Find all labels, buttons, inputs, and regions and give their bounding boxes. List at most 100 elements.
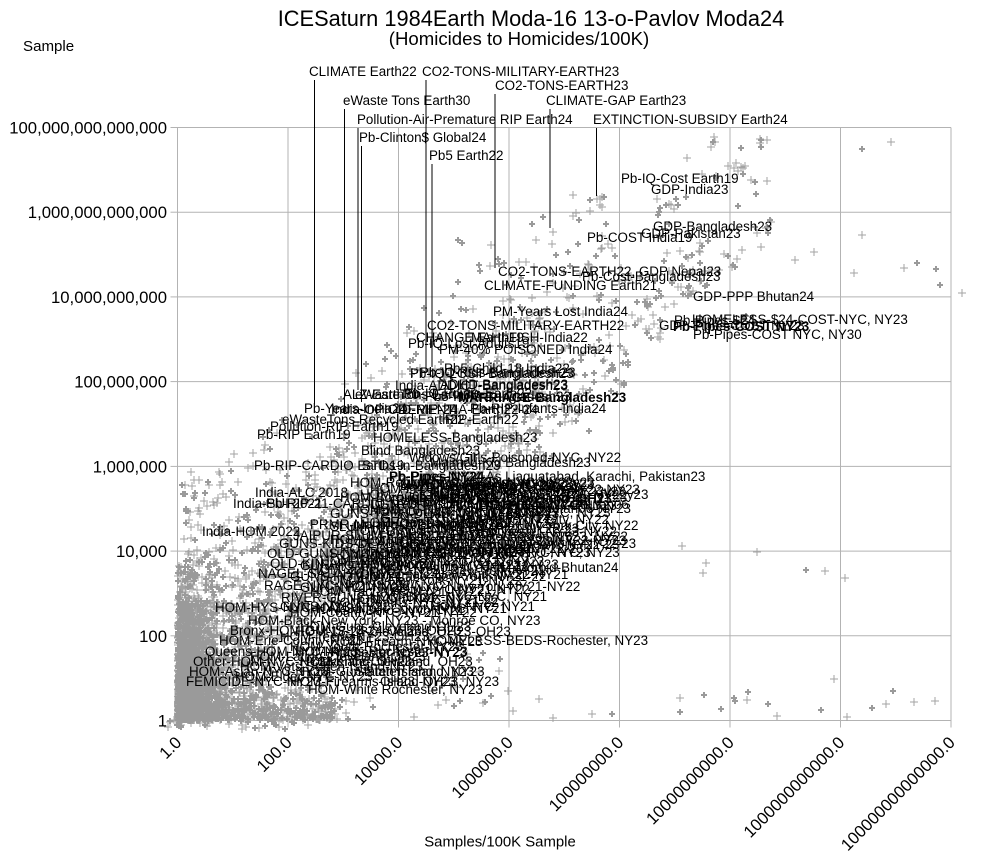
svg-text:India-ALC 2018: India-ALC 2018 (255, 485, 348, 500)
svg-text:HOM-Female-New-York-NY22-NY21: HOM-Female-New-York-NY22-NY21 (350, 567, 568, 582)
svg-text:HOM-NewYork, NY22-23: HOM-NewYork, NY22-23 (487, 536, 636, 551)
svg-text:HOM-ALL-Cleveland, OH23: HOM-ALL-Cleveland, OH23 (440, 491, 612, 506)
svg-text:AgED-KIN-HOM-NYC-NY22: AgED-KIN-HOM-NYC-NY22 (400, 479, 568, 494)
svg-text:HOM-Knife-Cleveland, OH23: HOM-Knife-Cleveland, OH23 (300, 654, 473, 669)
svg-text:York-NY22-23: York-NY22-23 (500, 541, 584, 556)
svg-text:GDP-India23: GDP-India23 (651, 182, 728, 197)
svg-text:HOM-Bhutan06-NY23: HOM-Bhutan06-NY23 (500, 501, 631, 516)
svg-text:HOM-Suffolk-County-NYC, NY21: HOM-Suffolk-County-NYC, NY21 (310, 601, 507, 616)
svg-text:Pollution-Air-Premature RIP Ea: Pollution-Air-Premature RIP Earth24 (357, 112, 573, 127)
svg-text:HOM-Metro-NYC-NY22-NY23: HOM-Metro-NYC-NY22-NY23 (330, 547, 509, 562)
svg-text:HOM-Vets-Staten-Island-NY23: HOM-Vets-Staten-Island-NY23 (240, 659, 423, 674)
svg-text:HOM-Zone-NYC-NY21-22: HOM-Zone-NYC-NY21-22 (310, 562, 466, 577)
svg-text:DEMENTIA-Earth22-24: DEMENTIA-Earth22-24 (398, 402, 538, 417)
svg-text:1,000,000: 1,000,000 (93, 457, 167, 476)
svg-text:HOM-Latino-Cleveland-OH23: HOM-Latino-Cleveland-OH23 (250, 649, 426, 664)
svg-text:QLD-KIN-ARE-NYC-NY22: QLD-KIN-ARE-NYC-NY22 (270, 556, 427, 571)
svg-text:CO2-TONS-MILITARY-EARTH23: CO2-TONS-MILITARY-EARTH23 (422, 64, 619, 79)
svg-text:MARRIAGE-Bangladesh23: MARRIAGE-Bangladesh23 (458, 390, 626, 405)
svg-text:Pb-IQ-Points-Earth22: Pb-IQ-Points-Earth22 (404, 386, 532, 401)
svg-text:HOM-Ward-NYC-NY22: HOM-Ward-NYC-NY22 (320, 553, 458, 568)
svg-text:Pb-Cost-Bangladesh23: Pb-Cost-Bangladesh23 (582, 269, 720, 284)
svg-text:CLIMATE Earth22: CLIMATE Earth22 (309, 64, 417, 79)
svg-text:HOMELESS-BEDS-Rochester, NY23: HOMELESS-BEDS-Rochester, NY23 (427, 633, 648, 648)
svg-text:HOM-Rates-NYC-NY22-NY23: HOM-Rates-NYC-NY22-NY23 (350, 550, 529, 565)
svg-text:Pb5-HyM-Bangladesh23: Pb5-HyM-Bangladesh23 (425, 389, 571, 404)
svg-text:HOM-Bronx-NYC-NYC, NY21: HOM-Bronx-NYC-NYC, NY21 (370, 589, 547, 604)
svg-text:PM-Years Lost India24: PM-Years Lost India24 (493, 304, 629, 319)
svg-text:Widows/Girls-Poisoned-NYC, NY2: Widows/Girls-Poisoned-NYC, NY22 (409, 450, 621, 465)
svg-text:HOM-Male-NYC-New-York-NY21-NY2: HOM-Male-NYC-New-York-NY21-NY22 (345, 579, 580, 594)
svg-text:NYC-HOM-NY22-NY23: NYC-HOM-NY22-NY23 (500, 482, 640, 497)
svg-text:HOM-Island-New-York-NY22-23: HOM-Island-New-York-NY22-23 (340, 541, 531, 556)
svg-text:NYC-Bhutan06-NY23: NYC-Bhutan06-NY23 (430, 508, 558, 523)
svg-text:PM-40% POISONED India24: PM-40% POISONED India24 (439, 342, 613, 357)
svg-text:KIN-GUNS-NYC-NY22-NYC-NY22y23: KIN-GUNS-NYC-NY22-NYC-NY22y23 (420, 487, 648, 502)
svg-text:HOM-Stat-NYC-NY22: HOM-Stat-NYC-NY22 (400, 539, 530, 554)
svg-text:HOM-Queens-NYC-NY23: HOM-Queens-NYC-NY23 (430, 486, 583, 501)
svg-text:100,000,000: 100,000,000 (74, 373, 167, 392)
svg-text:HOM-Boro-NYC-NY21: HOM-Boro-NYC-NY21 (330, 603, 465, 618)
svg-text:HOM-New York City, NY22: HOM-New York City, NY22 (450, 512, 609, 527)
svg-text:HOM-MORGUE-ATTRIB-NYC, NY23: HOM-MORGUE-ATTRIB-NYC, NY23 (370, 545, 591, 560)
svg-text:Other-HOM-NYC-NY23: Other-HOM-NYC-NY23 (193, 654, 333, 669)
svg-text:HOM-Case-New-York-NY21-22: HOM-Case-New-York-NY21-22 (360, 569, 546, 584)
svg-text:NAGEL-SAT-NYC-NY21-NY22: NAGEL-SAT-NYC-NY21-NY22 (258, 566, 441, 581)
svg-text:HOM-Counts-NYC-NY22: HOM-Counts-NYC-NY22 (380, 559, 529, 574)
svg-text:HOM-Borough-NYC-NY21-22: HOM-Borough-NYC-NY21-22 (340, 490, 516, 505)
svg-text:India-HOM 2022: India-HOM 2022 (202, 524, 300, 539)
svg-text:HOM-18-24-Cleveland, OH23-OH23: HOM-18-24-Cleveland, OH23-OH23 (295, 624, 511, 639)
svg-text:Pb-COST India19: Pb-COST India19 (587, 230, 692, 245)
svg-text:HOM-Elder-NYC-NY23: HOM-Elder-NYC-NY23 (235, 669, 373, 684)
svg-text:SLUM-RIP-NYC-NY21-22: SLUM-RIP-NYC-NY21-22 (330, 519, 484, 534)
svg-text:HOM-Region-NYC-NY22: HOM-Region-NYC-NY22 (350, 475, 499, 490)
svg-text:NYC-NY22-NY23: NYC-NY22-NY23 (440, 554, 544, 569)
svg-text:MURDER-Haven-NYC-NY23y23: MURDER-Haven-NYC-NY23y23 (400, 477, 594, 492)
svg-text:RIP-Earth22: RIP-Earth22 (445, 412, 519, 427)
svg-text:KIN-NYC-NY22y23: KIN-NYC-NY22y23 (480, 475, 595, 490)
svg-text:Pb-IQ-Lost-Adults19: Pb-IQ-Lost-Adults19 (408, 336, 529, 351)
svg-text:HOM-Erie-County-NY23: HOM-Erie-County-NY23 (219, 633, 363, 648)
svg-text:Pb5 Earth22: Pb5 Earth22 (429, 148, 503, 163)
svg-text:HOMELESS-Bangladesh23: HOMELESS-Bangladesh23 (373, 430, 538, 445)
svg-text:HOM-Zone2-NYC-NY23: HOM-Zone2-NYC-NY23 (380, 526, 524, 541)
svg-text:Maimed-Kid Bangladesh23: Maimed-Kid Bangladesh23 (430, 455, 591, 470)
svg-text:Rochester-NY23-NY23: Rochester-NY23-NY23 (330, 645, 467, 660)
svg-text:HOM-Rochester, NY23, NY22: HOM-Rochester, NY23, NY22 (450, 529, 628, 544)
svg-text:HOM-Bronx-New York City, NY22: HOM-Bronx-New York City, NY22 (440, 518, 638, 533)
svg-text:HOM-Kings-NY23: HOM-Kings-NY23 (520, 490, 627, 505)
svg-text:HOM-County-NYC-NY21-NY22: HOM-County-NYC-NY21-NY22 (290, 605, 477, 620)
svg-text:HOM-Ages-NYC-NY22: HOM-Ages-NYC-NY22 (360, 487, 497, 502)
svg-text:ADHD-Bangladesh23: ADHD-Bangladesh23 (440, 377, 568, 392)
svg-text:HOM-Area-New-York-NY21-NY22: HOM-Area-New-York-NY21-NY22 (320, 573, 522, 588)
svg-text:Pb-IQ-Cost Earth19: Pb-IQ-Cost Earth19 (621, 171, 739, 186)
svg-text:Pb-Pipes-NY24: Pb-Pipes-NY24 (389, 469, 485, 484)
svg-text:India-ADDICT-Bangladesh23: India-ADDICT-Bangladesh23 (395, 378, 568, 393)
svg-text:HOM-Kings-Rochester-NY23: HOM-Kings-Rochester-NY23 (295, 644, 468, 659)
svg-text:Pb5-Child-18 India22: Pb5-Child-18 India22 (444, 361, 570, 376)
svg-text:eWaste Tons Earth30: eWaste Tons Earth30 (343, 93, 470, 108)
svg-text:1,000,000,000,000: 1,000,000,000,000 (28, 203, 167, 222)
svg-text:Sample: Sample (23, 38, 74, 55)
svg-text:GUN-NY21-NY22: GUN-NY21-NY22 (300, 580, 406, 595)
svg-text:HOM-Morbid-Bhutan24: HOM-Morbid-Bhutan24 (480, 560, 619, 575)
svg-text:HOM-Staten-Island-NewYork-NY22: HOM-Staten-Island-NewYork-NY22-23 (390, 537, 619, 552)
svg-text:OLD-GUNS-NYC-NY23-NY22: OLD-GUNS-NYC-NY23-NY22 (267, 546, 446, 561)
svg-text:HAVEN-NYC-NY22-NY23: HAVEN-NYC-NY22-NY23 (400, 477, 554, 492)
svg-text:10,000,000,000: 10,000,000,000 (51, 288, 167, 307)
svg-text:HOM-Precinct-NYC-NY23: HOM-Precinct-NYC-NY23 (370, 481, 525, 496)
svg-text:HOM-Firearms-Island-OH23, NY23: HOM-Firearms-Island-OH23, NY23 (290, 674, 499, 689)
svg-text:HOM-Tract-NYC-NY21-NY22: HOM-Tract-NYC-NY21-NY22 (310, 584, 484, 599)
svg-text:HOM-Borough-Bronx-NY22: HOM-Borough-Bronx-NY22 (330, 532, 494, 547)
svg-text:HOM-Firearm-NYC-NY23: HOM-Firearm-NYC-NY23 (330, 634, 483, 649)
svg-text:OH23, NY23: OH23, NY23 (380, 674, 456, 689)
svg-text:Pb-RIP-Infants-India24: Pb-RIP-Infants-India24 (470, 401, 607, 416)
svg-text:HOM-Cases-New-York-NY22-23: HOM-Cases-New-York-NY22-23 (360, 534, 553, 549)
svg-text:Pb-Clinton$ Global24: Pb-Clinton$ Global24 (359, 130, 487, 145)
svg-text:GUNS-KIDS-DEAD-USA-NYC22: GUNS-KIDS-DEAD-USA-NYC22 (279, 536, 475, 551)
svg-text:Samples/100K Sample: Samples/100K Sample (424, 835, 575, 851)
svg-text:RAGE-NYC-NY21-NY22: RAGE-NYC-NY21-NY22 (264, 578, 411, 593)
svg-text:JAIPUR-SLUM-Pb-NY22-NYC: JAIPUR-SLUM-Pb-NY22-NYC (293, 528, 474, 543)
svg-text:GUN-HOM-NY22-NYC: GUN-HOM-NY22-NYC (300, 558, 436, 573)
svg-text:eWasteTons Earth30: eWasteTons Earth30 (355, 387, 479, 402)
